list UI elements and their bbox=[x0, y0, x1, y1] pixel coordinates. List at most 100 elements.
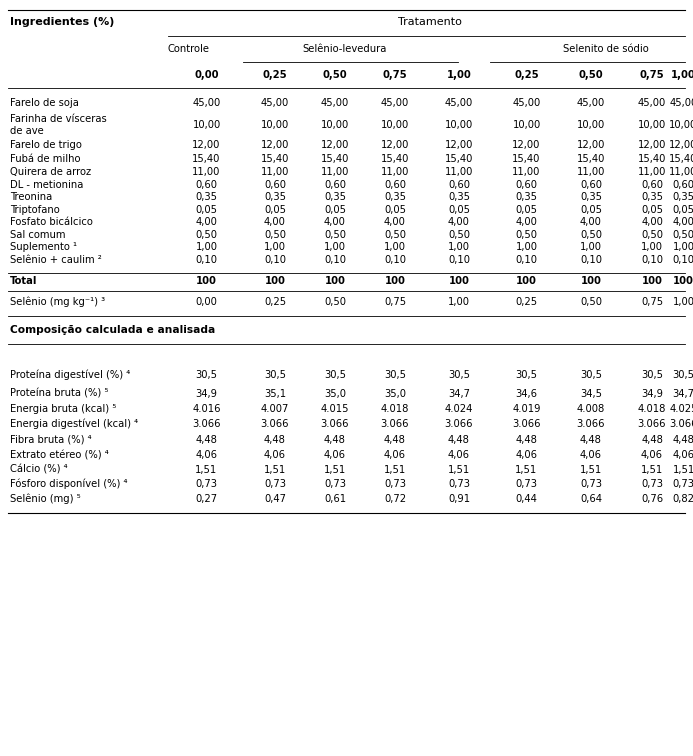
Text: 4,00: 4,00 bbox=[324, 217, 346, 227]
Text: 35,0: 35,0 bbox=[384, 389, 406, 399]
Text: 0,05: 0,05 bbox=[324, 205, 346, 215]
Text: 0,05: 0,05 bbox=[516, 205, 538, 215]
Text: 1,51: 1,51 bbox=[384, 465, 406, 475]
Text: 12,00: 12,00 bbox=[321, 140, 349, 150]
Text: de ave: de ave bbox=[10, 126, 44, 136]
Text: 100: 100 bbox=[196, 276, 217, 286]
Text: 0,50: 0,50 bbox=[641, 230, 663, 240]
Text: 0,25: 0,25 bbox=[514, 70, 539, 80]
Text: 0,10: 0,10 bbox=[448, 255, 470, 265]
Text: 4,48: 4,48 bbox=[580, 435, 602, 445]
Text: 0,60: 0,60 bbox=[641, 180, 663, 190]
Text: 30,5: 30,5 bbox=[448, 370, 470, 380]
Text: 30,5: 30,5 bbox=[384, 370, 406, 380]
Text: 4,48: 4,48 bbox=[448, 435, 470, 445]
Text: 4,48: 4,48 bbox=[516, 435, 538, 445]
Text: 0,75: 0,75 bbox=[384, 297, 406, 307]
Text: 34,7: 34,7 bbox=[448, 389, 470, 399]
Text: 34,6: 34,6 bbox=[516, 389, 538, 399]
Text: 0,00: 0,00 bbox=[194, 70, 219, 80]
Text: 45,00: 45,00 bbox=[669, 98, 693, 108]
Text: 11,00: 11,00 bbox=[261, 167, 289, 177]
Text: 30,5: 30,5 bbox=[641, 370, 663, 380]
Text: 4.008: 4.008 bbox=[577, 404, 605, 414]
Text: 4,00: 4,00 bbox=[516, 217, 538, 227]
Text: 0,75: 0,75 bbox=[383, 70, 407, 80]
Text: 0,10: 0,10 bbox=[195, 255, 218, 265]
Text: 0,05: 0,05 bbox=[195, 205, 218, 215]
Text: Controle: Controle bbox=[167, 44, 209, 54]
Text: Extrato etéreo (%) ⁴: Extrato etéreo (%) ⁴ bbox=[10, 450, 109, 460]
Text: 3.066: 3.066 bbox=[192, 419, 221, 429]
Text: 15,40: 15,40 bbox=[193, 154, 220, 164]
Text: 0,75: 0,75 bbox=[640, 70, 665, 80]
Text: Selênio + caulim ²: Selênio + caulim ² bbox=[10, 255, 102, 265]
Text: 11,00: 11,00 bbox=[381, 167, 409, 177]
Text: 4.018: 4.018 bbox=[638, 404, 666, 414]
Text: 45,00: 45,00 bbox=[638, 98, 666, 108]
Text: DL - metionina: DL - metionina bbox=[10, 180, 83, 190]
Text: 4,06: 4,06 bbox=[384, 450, 406, 460]
Text: Energia bruta (kcal) ⁵: Energia bruta (kcal) ⁵ bbox=[10, 404, 116, 414]
Text: 45,00: 45,00 bbox=[261, 98, 289, 108]
Text: 0,50: 0,50 bbox=[516, 230, 538, 240]
Text: 11,00: 11,00 bbox=[638, 167, 666, 177]
Text: 4,00: 4,00 bbox=[384, 217, 406, 227]
Text: 4,00: 4,00 bbox=[673, 217, 693, 227]
Text: 100: 100 bbox=[516, 276, 537, 286]
Text: Selênio (mg) ⁵: Selênio (mg) ⁵ bbox=[10, 494, 81, 504]
Text: 1,00: 1,00 bbox=[516, 242, 538, 252]
Text: 0,25: 0,25 bbox=[263, 70, 288, 80]
Text: 1,00: 1,00 bbox=[448, 297, 470, 307]
Text: 1,51: 1,51 bbox=[516, 465, 538, 475]
Text: 4,06: 4,06 bbox=[580, 450, 602, 460]
Text: 0,60: 0,60 bbox=[324, 180, 346, 190]
Text: 3.066: 3.066 bbox=[445, 419, 473, 429]
Text: 100: 100 bbox=[581, 276, 602, 286]
Text: 100: 100 bbox=[448, 276, 469, 286]
Text: 0,35: 0,35 bbox=[384, 192, 406, 202]
Text: 15,40: 15,40 bbox=[321, 154, 349, 164]
Text: 0,75: 0,75 bbox=[641, 297, 663, 307]
Text: 34,9: 34,9 bbox=[195, 389, 218, 399]
Text: 1,00: 1,00 bbox=[671, 70, 693, 80]
Text: Fósforo disponível (%) ⁴: Fósforo disponível (%) ⁴ bbox=[10, 479, 128, 489]
Text: 0,50: 0,50 bbox=[323, 70, 347, 80]
Text: 12,00: 12,00 bbox=[193, 140, 220, 150]
Text: 0,50: 0,50 bbox=[324, 297, 346, 307]
Text: Proteína bruta (%) ⁵: Proteína bruta (%) ⁵ bbox=[10, 389, 109, 399]
Text: 1,00: 1,00 bbox=[384, 242, 406, 252]
Text: 30,5: 30,5 bbox=[264, 370, 286, 380]
Text: 0,73: 0,73 bbox=[448, 479, 470, 489]
Text: 0,35: 0,35 bbox=[641, 192, 663, 202]
Text: 0,10: 0,10 bbox=[672, 255, 693, 265]
Text: 15,40: 15,40 bbox=[261, 154, 289, 164]
Text: 0,10: 0,10 bbox=[580, 255, 602, 265]
Text: 4,00: 4,00 bbox=[580, 217, 602, 227]
Text: 1,00: 1,00 bbox=[448, 242, 470, 252]
Text: 15,40: 15,40 bbox=[512, 154, 541, 164]
Text: 0,10: 0,10 bbox=[324, 255, 346, 265]
Text: 0,50: 0,50 bbox=[672, 230, 693, 240]
Text: 15,40: 15,40 bbox=[638, 154, 666, 164]
Text: 0,05: 0,05 bbox=[264, 205, 286, 215]
Text: 0,60: 0,60 bbox=[516, 180, 538, 190]
Text: 0,35: 0,35 bbox=[264, 192, 286, 202]
Text: 1,51: 1,51 bbox=[580, 465, 602, 475]
Text: 10,00: 10,00 bbox=[669, 120, 693, 130]
Text: 0,44: 0,44 bbox=[516, 494, 538, 504]
Text: 0,35: 0,35 bbox=[580, 192, 602, 202]
Text: 12,00: 12,00 bbox=[445, 140, 473, 150]
Text: 1,51: 1,51 bbox=[448, 465, 470, 475]
Text: 0,05: 0,05 bbox=[384, 205, 406, 215]
Text: 15,40: 15,40 bbox=[669, 154, 693, 164]
Text: 1,00: 1,00 bbox=[446, 70, 471, 80]
Text: Fosfato bicálcico: Fosfato bicálcico bbox=[10, 217, 93, 227]
Text: 15,40: 15,40 bbox=[381, 154, 409, 164]
Text: Selenito de sódio: Selenito de sódio bbox=[563, 44, 649, 54]
Text: 0,50: 0,50 bbox=[324, 230, 346, 240]
Text: 1,00: 1,00 bbox=[641, 242, 663, 252]
Text: 12,00: 12,00 bbox=[381, 140, 409, 150]
Text: 4,06: 4,06 bbox=[195, 450, 218, 460]
Text: 30,5: 30,5 bbox=[580, 370, 602, 380]
